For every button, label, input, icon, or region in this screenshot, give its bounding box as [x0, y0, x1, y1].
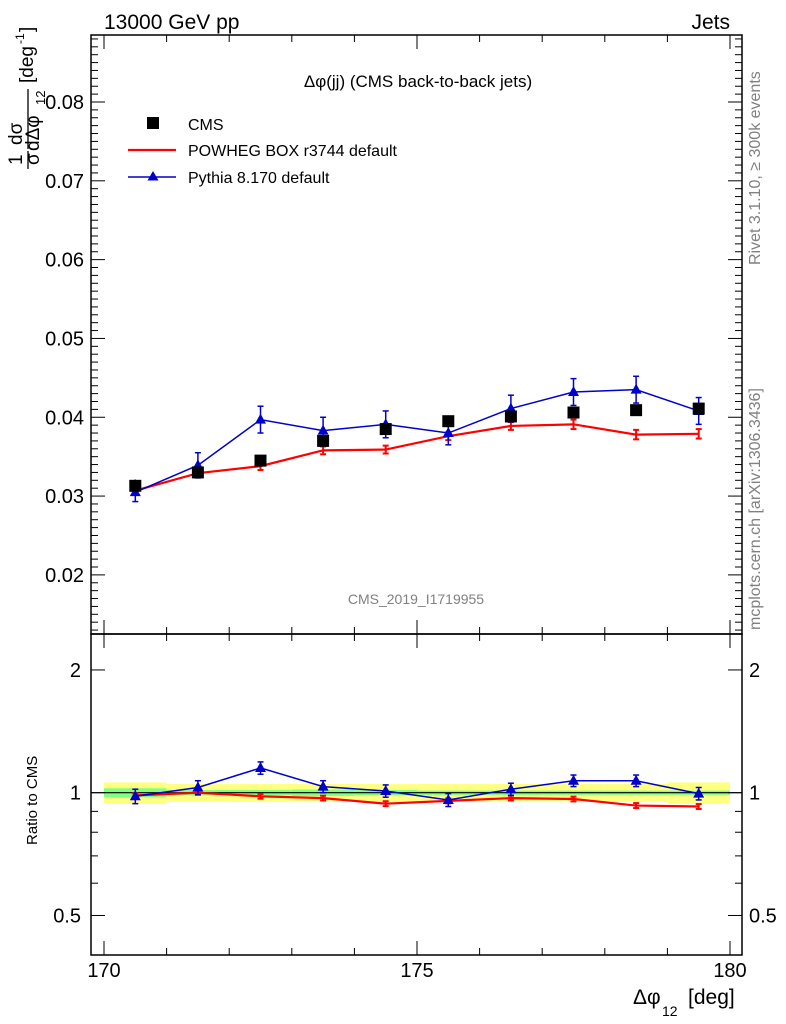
- cms-point: [379, 423, 392, 436]
- legend-marker-pythia: [147, 171, 159, 181]
- pythia-point: [505, 402, 517, 413]
- ratio-powheg-line: [135, 791, 699, 808]
- ratio-pythia-point: [129, 790, 141, 801]
- ratio-xtick-label: 175: [400, 960, 433, 982]
- pythia-point: [630, 383, 642, 394]
- rivet-label: Rivet 3.1.10, ≥ 300k events: [747, 71, 764, 265]
- ylabel-ddphi: dΔφ: [23, 115, 44, 151]
- ratio-axis-ticks: 170 175 180 0.5 0.5 1 1 2 2: [53, 634, 777, 982]
- header-right: Jets: [691, 11, 730, 34]
- ratio-ytick-label: 1: [70, 783, 81, 805]
- xlabel-subscript: 12: [662, 1003, 678, 1019]
- main-ytick-label: 0.03: [45, 486, 84, 508]
- ratio-xtick-label: 180: [713, 960, 746, 982]
- pythia-point: [442, 427, 454, 438]
- ratio-ytick-label: 0.5: [53, 905, 81, 927]
- ratio-pythia-point: [192, 781, 204, 792]
- ylabel-subscript: 12: [33, 91, 48, 105]
- main-plot-content: [129, 375, 705, 503]
- main-ytick-label: 0.04: [45, 407, 84, 429]
- cms-point: [317, 434, 330, 447]
- ratio-pythia-point: [442, 793, 454, 804]
- ratio-pythia-point: [630, 774, 642, 785]
- main-ytick-label: 0.08: [45, 92, 84, 114]
- powheg-line: [135, 423, 699, 492]
- main-ytick-label: 0.06: [45, 250, 84, 272]
- ratio-ytick-label-right: 1: [749, 783, 760, 805]
- legend-item-powheg: POWHEG BOX r3744 default: [128, 143, 398, 160]
- legend-item-cms: CMS: [147, 117, 224, 134]
- cms-point: [129, 479, 142, 492]
- legend: CMS POWHEG BOX r3744 default Pythia 8.17…: [128, 117, 398, 187]
- legend-label-powheg: POWHEG BOX r3744 default: [188, 143, 398, 160]
- ylabel-dsigma: dσ: [6, 122, 27, 145]
- ratio-pythia-point: [568, 774, 579, 785]
- ratio-ylabel: Ratio to CMS: [24, 756, 41, 845]
- pythia-point: [568, 386, 579, 397]
- ratio-xtick-label: 170: [87, 960, 120, 982]
- ylabel-unit: [deg: [17, 46, 38, 83]
- cms-point: [567, 406, 580, 419]
- ylabel-unit-close: ]: [17, 27, 38, 32]
- legend-marker-cms: [147, 117, 159, 129]
- cms-point: [504, 410, 517, 423]
- header-left: 13000 GeV pp: [104, 11, 239, 34]
- ratio-ytick-label-right: 2: [749, 660, 760, 682]
- pythia-line: [135, 388, 699, 493]
- xlabel-main: Δφ: [633, 986, 661, 1009]
- main-axis-ticks: 0.02 0.03 0.04 0.05 0.06 0.07 0.08: [45, 35, 742, 634]
- ratio-pythia-point: [317, 780, 329, 791]
- cms-point: [254, 454, 267, 467]
- legend-item-pythia: Pythia 8.170 default: [128, 170, 330, 187]
- ylabel-unit-exponent: -1: [13, 33, 27, 44]
- legend-label-pythia: Pythia 8.170 default: [188, 170, 330, 187]
- ylabel-denominator-sigma: σ: [23, 153, 44, 165]
- xlabel: Δφ 12 [deg]: [633, 986, 735, 1019]
- cms-point: [191, 466, 204, 479]
- cms-point: [442, 415, 455, 428]
- main-ytick-label: 0.07: [45, 171, 84, 193]
- main-ylabel: 1 σ dσ dΔφ 12 [deg -1 ]: [6, 27, 48, 169]
- ratio-ytick-label-right: 0.5: [749, 905, 777, 927]
- ratio-pythia-point: [693, 787, 705, 798]
- main-title: Δφ(jj) (CMS back-to-back jets): [304, 72, 532, 91]
- ylabel-numerator-1: 1: [6, 154, 27, 165]
- ratio-ytick-label: 2: [70, 660, 81, 682]
- analysis-watermark: CMS_2019_I1719955: [348, 591, 484, 607]
- ratio-pythia-point: [255, 761, 266, 772]
- ratio-pythia-point: [505, 783, 517, 794]
- ratio-pythia-line: [135, 767, 699, 801]
- ratio-plot-content: [91, 761, 742, 811]
- ratio-pythia-point: [380, 784, 392, 795]
- pythia-point: [255, 413, 266, 424]
- mcplots-label: mcplots.cern.ch [arXiv:1306.3436]: [747, 388, 764, 630]
- legend-label-cms: CMS: [188, 117, 224, 134]
- cms-point: [630, 404, 643, 417]
- main-ytick-label: 0.05: [45, 328, 84, 350]
- xlabel-unit: [deg]: [688, 986, 735, 1009]
- main-panel: 0.02 0.03 0.04 0.05 0.06 0.07 0.08 Δφ(jj) (CMS…: [6, 27, 743, 635]
- pythia-point: [317, 424, 329, 435]
- cms-point: [692, 402, 705, 415]
- main-ytick-label: 0.02: [45, 565, 84, 587]
